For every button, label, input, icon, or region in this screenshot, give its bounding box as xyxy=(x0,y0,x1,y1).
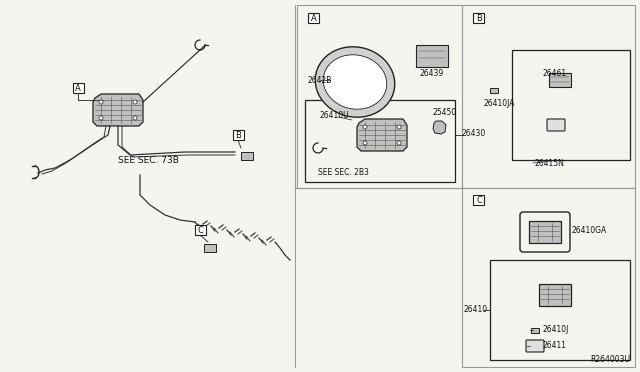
Polygon shape xyxy=(93,94,143,126)
Circle shape xyxy=(99,116,103,120)
Text: 26461: 26461 xyxy=(543,68,567,77)
Bar xyxy=(474,195,484,205)
Bar xyxy=(308,13,319,23)
Bar xyxy=(462,5,635,188)
Text: B: B xyxy=(235,131,241,140)
Bar xyxy=(305,100,455,182)
Text: C: C xyxy=(197,225,203,234)
Circle shape xyxy=(133,116,137,120)
FancyBboxPatch shape xyxy=(547,119,565,131)
Text: 26410: 26410 xyxy=(464,305,488,314)
Text: A: A xyxy=(75,83,81,93)
Text: R264003U: R264003U xyxy=(590,356,630,365)
Text: 26410JA: 26410JA xyxy=(484,99,515,108)
Bar xyxy=(529,221,561,243)
Circle shape xyxy=(397,125,401,129)
Circle shape xyxy=(99,100,103,104)
Circle shape xyxy=(397,141,401,145)
Text: B: B xyxy=(476,13,482,22)
Bar xyxy=(416,45,448,67)
Bar xyxy=(204,244,216,252)
Text: 26415N: 26415N xyxy=(535,158,565,167)
Text: 26410J: 26410J xyxy=(543,326,570,334)
FancyBboxPatch shape xyxy=(526,340,544,352)
Bar xyxy=(549,73,571,87)
Bar xyxy=(297,5,462,188)
Bar xyxy=(531,327,539,333)
Text: 26410GA: 26410GA xyxy=(572,225,607,234)
Circle shape xyxy=(363,141,367,145)
Bar xyxy=(490,87,498,93)
Circle shape xyxy=(363,125,367,129)
Text: 25450: 25450 xyxy=(433,108,457,116)
Text: A: A xyxy=(311,13,317,22)
Bar xyxy=(195,225,205,235)
Text: 26410U: 26410U xyxy=(320,110,349,119)
Text: SEE SEC. 2B3: SEE SEC. 2B3 xyxy=(318,167,369,176)
Polygon shape xyxy=(433,121,446,134)
Text: SEE SEC. 73B: SEE SEC. 73B xyxy=(118,155,179,164)
Circle shape xyxy=(133,100,137,104)
Bar xyxy=(539,284,571,306)
Bar xyxy=(232,130,243,140)
Text: 2642B: 2642B xyxy=(308,76,332,84)
Text: 26411: 26411 xyxy=(543,341,567,350)
Bar xyxy=(490,260,630,360)
Text: 26430: 26430 xyxy=(462,128,486,138)
Polygon shape xyxy=(323,55,387,109)
Polygon shape xyxy=(316,47,395,117)
Bar xyxy=(462,188,635,367)
Bar xyxy=(474,13,484,23)
Text: 26439: 26439 xyxy=(420,68,444,77)
Bar xyxy=(512,50,630,160)
Polygon shape xyxy=(357,119,407,151)
Text: C: C xyxy=(476,196,482,205)
Bar xyxy=(241,152,253,160)
Bar xyxy=(72,83,83,93)
